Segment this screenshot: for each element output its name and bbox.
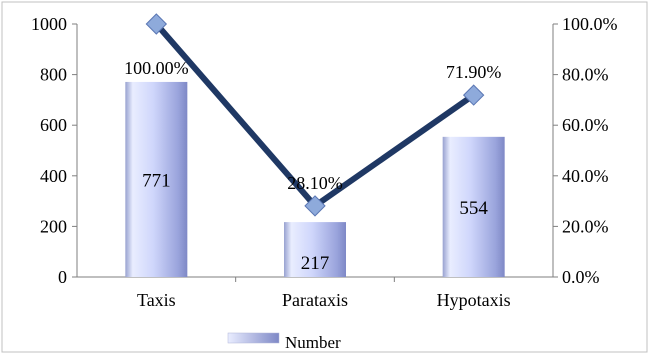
line-marker — [304, 195, 326, 217]
legend-swatch — [227, 332, 280, 344]
bar-value-label: 217 — [301, 253, 330, 274]
bar — [125, 81, 188, 277]
y-left-tick-label: 400 — [40, 166, 67, 186]
legend-label: Number — [285, 333, 341, 352]
line-marker — [462, 84, 485, 106]
y-left-tick-label: 200 — [40, 216, 67, 236]
category-label: Hypotaxis — [437, 290, 511, 310]
category-labels: Taxis Parataxis Hypotaxis — [137, 290, 511, 310]
line-value-label: 100.00% — [124, 58, 189, 78]
legend: Number — [227, 332, 341, 352]
y-left-tick-label: 0 — [58, 267, 67, 287]
bar-value-label: 554 — [459, 198, 488, 219]
tick-labels: 0 200 400 600 800 1000 0.0% 20.0% 40.0% 60.0% 80.0… — [31, 14, 618, 287]
bar-series — [125, 81, 505, 277]
y-right-tick-label: 0.0% — [562, 267, 600, 287]
bar — [442, 136, 505, 277]
data-labels: 771 217 554 100.00% 28.10% 71.90% — [124, 58, 501, 274]
y-right-tick-label: 20.0% — [562, 216, 609, 236]
category-label: Parataxis — [282, 290, 348, 310]
line-marker — [145, 13, 168, 35]
line-value-label: 71.90% — [446, 62, 502, 82]
bar — [284, 222, 346, 277]
y-right-tick-label: 100.0% — [562, 14, 618, 34]
line-series — [145, 13, 485, 217]
y-right-tick-label: 80.0% — [562, 65, 609, 85]
bar-value-label: 771 — [142, 170, 171, 191]
category-label: Taxis — [137, 290, 176, 310]
y-right-tick-label: 40.0% — [562, 166, 609, 186]
y-right-tick-label: 60.0% — [562, 115, 609, 135]
line-value-label: 28.10% — [287, 173, 343, 193]
y-left-tick-label: 800 — [40, 65, 67, 85]
y-left-tick-label: 1000 — [31, 14, 67, 34]
y-left-tick-label: 600 — [40, 115, 67, 135]
